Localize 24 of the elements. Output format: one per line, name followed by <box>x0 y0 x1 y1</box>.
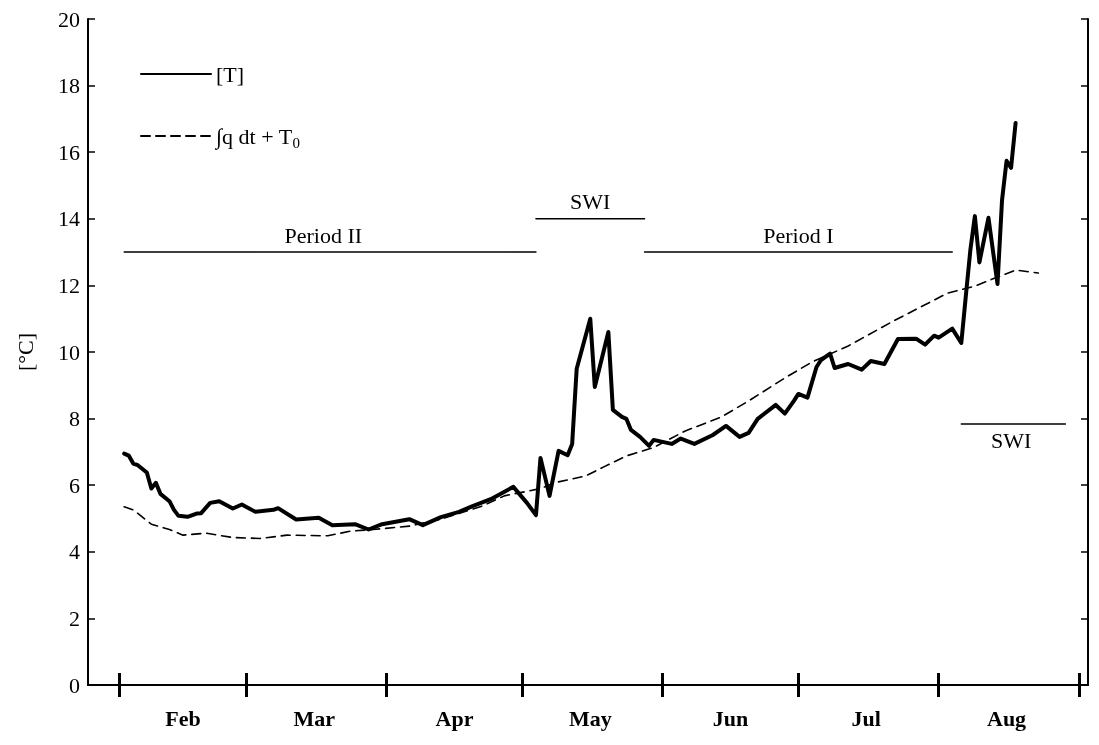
y-tick-label: 10 <box>58 339 80 365</box>
y-tick-label: 2 <box>69 605 80 631</box>
y-tick-label: 6 <box>69 472 80 498</box>
y-tick-label: 12 <box>58 272 80 298</box>
y-tick-label: 14 <box>58 206 80 232</box>
x-tick-label: Aug <box>986 705 1027 731</box>
annotation: Period I <box>763 222 834 248</box>
x-tick-label: Mar <box>293 705 336 731</box>
annotation: SWI <box>570 189 611 215</box>
x-tick-label: Jun <box>712 705 749 731</box>
y-tick-label: 0 <box>69 672 80 698</box>
x-tick-label: Feb <box>165 705 201 731</box>
annotation: Period II <box>284 222 363 248</box>
y-tick-label: 16 <box>58 139 80 165</box>
y-tick-label: 8 <box>69 406 80 432</box>
annotation: SWI <box>990 428 1032 454</box>
y-tick-label: 4 <box>69 539 80 565</box>
y-tick-label: 20 <box>58 6 80 32</box>
x-tick-label: May <box>568 705 612 731</box>
x-tick-label: Jul <box>851 705 881 731</box>
x-tick-label: Apr <box>435 705 474 731</box>
y-axis-title: [°C] <box>12 332 38 372</box>
legend-label: [T] <box>216 61 245 87</box>
y-tick-label: 18 <box>58 73 80 99</box>
